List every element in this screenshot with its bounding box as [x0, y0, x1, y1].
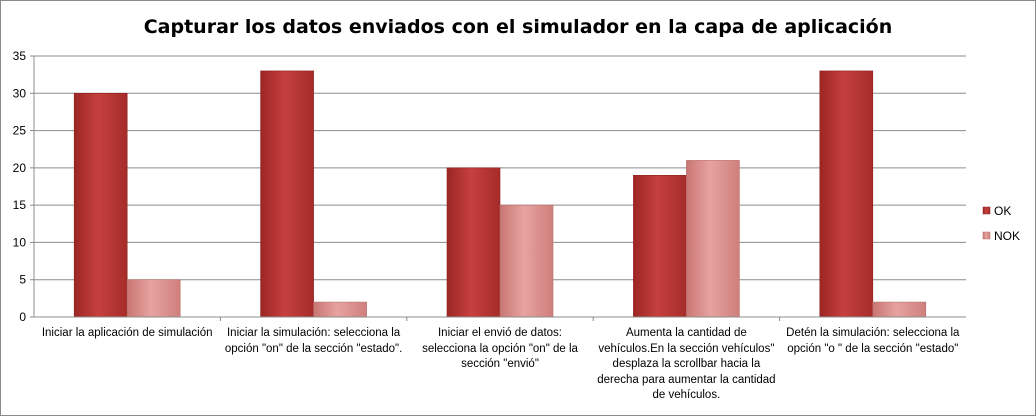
legend-label-ok: OK	[994, 204, 1011, 218]
bar-ok-2	[261, 71, 314, 317]
x-category-label: Detén la simulación: selecciona la opció…	[783, 326, 963, 357]
y-tick-label: 15	[13, 198, 27, 212]
y-tick-label: 30	[13, 86, 27, 100]
y-tick-label: 0	[19, 310, 26, 324]
y-tick-label: 35	[13, 49, 27, 63]
x-category-label: Iniciar la aplicación de simulación	[37, 326, 217, 342]
bar-ok-4	[633, 175, 686, 317]
bar-nok-1	[127, 280, 180, 317]
bar-ok-5	[820, 71, 873, 317]
x-category-label: Iniciar la simulación: selecciona la opc…	[224, 326, 404, 357]
legend-swatch-nok	[983, 232, 990, 239]
y-tick-label: 25	[13, 124, 27, 138]
y-tick-label: 5	[19, 273, 26, 287]
x-category-label: Iniciar el envió de datos: selecciona la…	[410, 326, 590, 373]
legend-swatch-ok	[983, 207, 990, 214]
bar-ok-3	[447, 168, 500, 317]
bar-nok-3	[500, 205, 553, 317]
x-category-label: Aumenta la cantidad de vehículos.En la s…	[596, 326, 776, 404]
y-tick-label: 10	[13, 235, 27, 249]
bar-nok-4	[686, 160, 739, 317]
bar-ok-1	[74, 93, 127, 317]
bar-nok-5	[873, 302, 926, 317]
legend-label-nok: NOK	[994, 229, 1020, 243]
bar-nok-2	[314, 302, 367, 317]
chart-title: Capturar los datos enviados con el simul…	[144, 16, 893, 38]
y-tick-label: 20	[13, 161, 27, 175]
